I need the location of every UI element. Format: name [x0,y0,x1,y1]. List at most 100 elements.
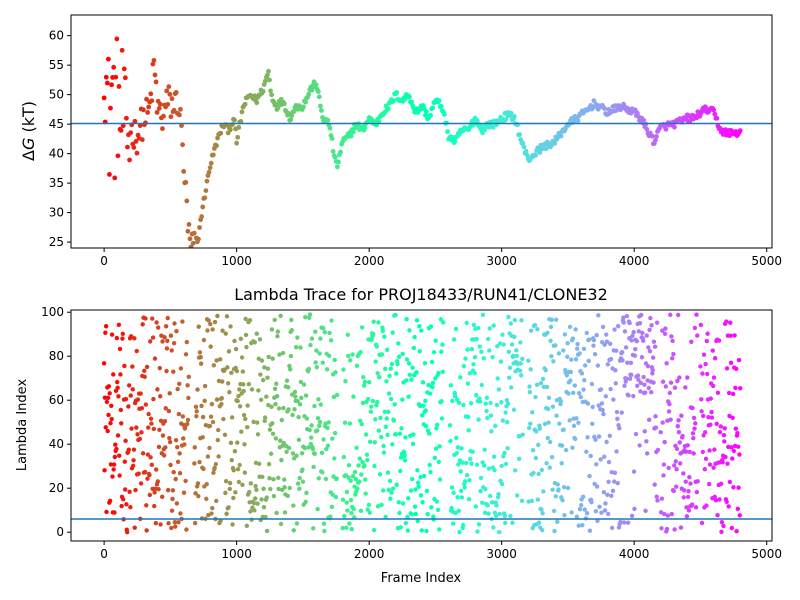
dg-point [238,119,244,124]
lambda-point [155,325,161,330]
lambda-point [683,385,688,390]
lambda-point [510,520,515,525]
lambda-point [332,357,337,363]
lambda-point [159,494,165,499]
dg-point [179,123,184,129]
lambda-point [582,507,587,512]
lambda-point [152,503,157,509]
lambda-point [287,485,292,491]
lambda-point [329,318,334,323]
lambda-point [146,425,151,430]
lambda-point [256,388,261,393]
lambda-point [167,439,173,445]
lambda-point [614,409,620,415]
dg-point [178,106,183,112]
dg-point [109,82,114,88]
lambda-point [317,351,322,356]
lambda-point [433,376,438,381]
dg-point [160,126,165,132]
dg-point [602,106,607,111]
lambda-point [117,346,123,352]
lambda-point [158,522,163,527]
lambda-point [455,495,460,500]
lambda-point [728,333,733,338]
lambda-point [144,503,149,508]
lambda-point [296,414,301,420]
lambda-point [719,529,724,535]
dg-point [407,94,412,100]
lambda-point [580,522,585,528]
lambda-point [611,397,616,402]
lambda-point [193,491,198,496]
lambda-point [359,472,364,477]
lambda-point [116,322,122,328]
lambda-point [693,421,698,426]
lambda-point [469,461,474,466]
lambda-point [467,371,473,376]
dg-x-ticks: 0 1000 2000 3000 4000 5000 [100,248,782,268]
lambda-point [244,523,250,529]
lambda-point [573,357,579,362]
dg-point [385,106,391,112]
lambda-point [154,467,159,472]
y-tick-label: 40 [49,147,64,161]
lambda-point [711,465,716,470]
lambda-point [737,386,743,391]
lambda-chart-title: Lambda Trace for PROJ18433/RUN41/CLONE32 [234,285,608,304]
lambda-point [429,505,434,510]
lambda-point [399,426,404,431]
lambda-point [727,413,732,419]
lambda-point [575,341,580,347]
lambda-point [595,363,601,368]
lambda-point [241,412,247,418]
lambda-point [384,347,390,353]
lambda-point [229,370,234,376]
lambda-point [601,489,607,495]
lambda-point [454,451,459,456]
lambda-point [281,440,287,446]
lambda-point [507,375,512,380]
lambda-point [459,446,464,451]
lambda-point [458,469,463,474]
dg-point [103,74,109,80]
lambda-point [456,400,462,406]
lambda-point [111,462,117,467]
lambda-point [316,423,322,429]
lambda-point [556,487,561,492]
lambda-point [602,342,607,347]
lambda-point [168,462,173,468]
lambda-point [219,401,224,407]
dg-point [105,56,111,62]
lambda-point [691,435,696,441]
dg-point [338,149,343,155]
lambda-point [735,430,740,436]
dg-point [376,119,382,124]
lambda-point [130,364,135,369]
lambda-point [115,379,120,385]
lambda-point [361,374,366,380]
dg-point [236,125,242,130]
lambda-point [148,339,153,344]
lambda-point [138,481,144,486]
lambda-point [320,360,325,365]
lambda-point [535,326,540,332]
lambda-point [545,330,550,335]
lambda-point [673,484,679,489]
lambda-point [708,422,713,427]
lambda-point [396,500,401,505]
y-tick-label: 100 [41,305,64,319]
lambda-point [573,436,578,442]
y-tick-label: 20 [49,481,64,495]
lambda-point [297,402,303,407]
lambda-point [147,492,153,498]
lambda-point [584,330,589,336]
lambda-point [178,511,183,516]
lambda-point [484,395,490,401]
dg-point [115,153,121,159]
lambda-point [149,421,154,426]
lambda-point [557,421,562,426]
lambda-point [543,367,548,373]
lambda-point [311,526,316,531]
lambda-point [360,459,365,465]
dg-point [452,139,458,144]
